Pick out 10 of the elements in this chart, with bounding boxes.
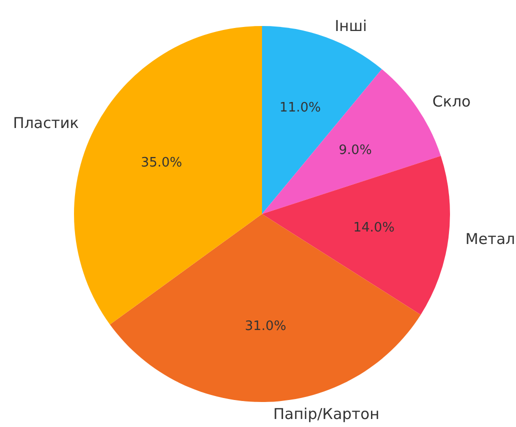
slice-label: Інші (334, 16, 367, 35)
data-label: 31.0% (244, 319, 286, 334)
data-label: 9.0% (338, 143, 372, 158)
slice-label: Пластик (12, 114, 79, 132)
slice-label: Скло (432, 92, 471, 111)
data-label: 14.0% (353, 220, 395, 236)
slice-label: Папір/Картон (273, 404, 380, 423)
slice-label: Метал (465, 230, 516, 248)
data-label: 11.0% (280, 100, 321, 116)
data-label: 35.0% (140, 155, 182, 170)
